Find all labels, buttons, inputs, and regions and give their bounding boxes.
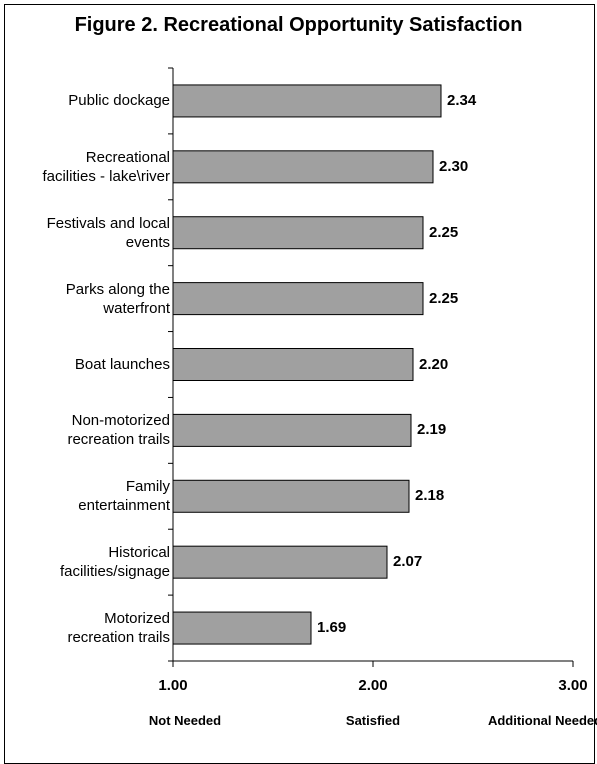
data-label: 2.30	[439, 157, 469, 175]
x-scale-caption: Not Needed	[148, 713, 222, 728]
data-label: 2.20	[419, 355, 449, 373]
category-label-line: Recreational	[85, 148, 170, 166]
bar	[172, 479, 410, 513]
category-label: Festivals and local events	[10, 214, 170, 252]
category-label: Non-motorized recreation trails	[10, 411, 170, 449]
x-scale-caption: Additional Needed	[487, 713, 597, 728]
category-label-line: Family	[125, 478, 170, 496]
bar	[172, 84, 442, 118]
category-label: Motorized recreation trails	[10, 609, 170, 647]
bar	[172, 545, 388, 579]
data-label: 1.69	[317, 619, 347, 637]
category-label-line: Historical	[108, 544, 170, 562]
category-label-line: recreation trails	[67, 629, 170, 647]
category-label-line: events	[125, 233, 170, 251]
category-label-line: Non-motorized	[71, 412, 170, 430]
category-label-line: facilities/signage	[59, 563, 170, 581]
data-label: 2.25	[429, 289, 459, 307]
category-label: Boat launches	[10, 355, 170, 374]
data-label: 2.07	[393, 553, 423, 571]
category-label: Public dockage	[10, 91, 170, 110]
bar	[172, 150, 434, 184]
bar	[172, 413, 412, 447]
category-label: Parks along the waterfront	[10, 280, 170, 318]
category-label-line: Motorized	[104, 610, 170, 628]
bar	[172, 282, 424, 316]
category-label-line: entertainment	[78, 497, 170, 515]
category-label-line: Festivals and local	[46, 214, 170, 232]
x-tick-label: 2.00	[358, 677, 388, 694]
x-tick-label: 1.00	[158, 677, 188, 694]
category-label: Family entertainment	[10, 477, 170, 515]
data-label: 2.25	[429, 223, 459, 241]
data-label: 2.34	[447, 91, 477, 109]
bar	[172, 348, 414, 381]
data-label: 2.19	[417, 421, 447, 439]
bar	[172, 216, 424, 250]
bar	[172, 611, 312, 645]
category-label-line: recreation trails	[67, 431, 170, 449]
x-scale-caption: Satisfied	[345, 713, 401, 728]
category-label-line: facilities - lake\river	[42, 167, 170, 185]
category-label-line: waterfront	[103, 299, 170, 317]
data-label: 2.18	[415, 487, 445, 505]
x-tick-label: 3.00	[558, 677, 588, 694]
category-label-line: Public dockage	[68, 92, 170, 110]
category-label: Recreational facilities - lake\river	[10, 148, 170, 186]
category-label-line: Parks along the	[65, 280, 170, 298]
category-label: Historical facilities/signage	[10, 543, 170, 581]
chart-title: Figure 2. Recreational Opportunity Satis…	[74, 14, 523, 36]
category-label-line: Boat launches	[74, 356, 170, 373]
